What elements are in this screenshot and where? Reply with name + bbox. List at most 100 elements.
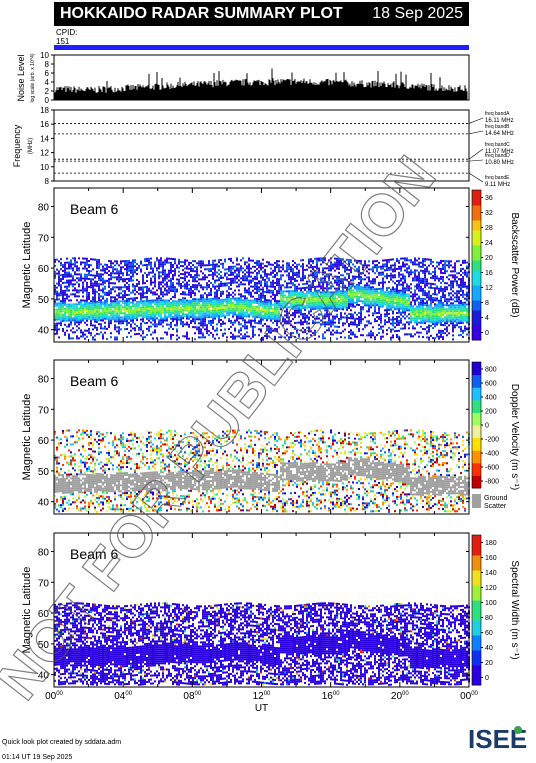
rti-cell bbox=[92, 306, 94, 309]
rti-cell bbox=[278, 260, 280, 263]
rti-cell bbox=[108, 290, 110, 293]
rti-cell bbox=[74, 321, 76, 324]
rti-cell bbox=[212, 267, 214, 270]
rti-cell bbox=[382, 325, 384, 328]
rti-cell bbox=[246, 299, 248, 302]
rti-cell bbox=[314, 321, 316, 324]
rti-cell bbox=[130, 315, 132, 318]
rti-cell bbox=[158, 295, 160, 298]
rti-cell bbox=[210, 313, 212, 316]
rti-cell bbox=[186, 283, 188, 286]
rti-cell bbox=[322, 307, 324, 310]
rti-cell bbox=[398, 315, 400, 318]
rti-cell bbox=[148, 303, 150, 306]
rti-cell bbox=[318, 283, 320, 286]
rti-cell bbox=[202, 298, 204, 301]
rti-cell bbox=[224, 322, 226, 325]
rti-cell bbox=[300, 297, 302, 300]
rti-cell bbox=[412, 271, 414, 274]
rti-cell bbox=[186, 303, 188, 306]
rti-cell bbox=[400, 267, 402, 270]
rti-cell bbox=[218, 315, 220, 318]
rti-cell bbox=[400, 257, 402, 260]
rti-cell bbox=[58, 310, 60, 313]
rti-cell bbox=[218, 265, 220, 268]
rti-cell bbox=[310, 290, 312, 293]
rti-cell bbox=[60, 316, 62, 319]
rti-cell bbox=[236, 267, 238, 270]
rti-cell bbox=[306, 302, 308, 305]
rti-cell bbox=[92, 300, 94, 303]
rti-cell bbox=[296, 309, 298, 312]
rti-cell bbox=[238, 273, 240, 276]
rti-cell bbox=[156, 305, 158, 308]
rti-cell bbox=[94, 290, 96, 293]
rti-cell bbox=[82, 333, 84, 336]
rti-cell bbox=[82, 309, 84, 312]
rti-cell bbox=[418, 275, 420, 278]
rti-cell bbox=[192, 264, 194, 267]
rti-cell bbox=[140, 324, 142, 327]
rti-cell bbox=[280, 304, 282, 307]
rti-cell bbox=[70, 283, 72, 286]
rti-cell bbox=[400, 311, 402, 314]
rti-cell bbox=[332, 267, 334, 270]
rti-cell bbox=[172, 258, 174, 261]
rti-cell bbox=[186, 313, 188, 316]
rti-cell bbox=[324, 301, 326, 304]
rti-cell bbox=[194, 316, 196, 319]
rti-cell bbox=[182, 313, 184, 316]
rti-cell bbox=[304, 282, 306, 285]
rti-cell bbox=[330, 263, 332, 266]
rti-cell bbox=[204, 302, 206, 305]
rti-cell bbox=[300, 293, 302, 296]
rti-cell bbox=[170, 323, 172, 326]
rti-cell bbox=[96, 260, 98, 263]
rti-cell bbox=[114, 310, 116, 313]
rti-cell bbox=[154, 279, 156, 282]
rti-cell bbox=[272, 297, 274, 300]
rti-cell bbox=[114, 290, 116, 293]
rti-cell bbox=[244, 301, 246, 304]
rti-cell bbox=[220, 270, 222, 273]
rti-cell bbox=[312, 274, 314, 277]
rti-cell bbox=[236, 303, 238, 306]
rti-cell bbox=[302, 313, 304, 316]
rti-cell bbox=[222, 292, 224, 295]
rti-cell bbox=[98, 295, 100, 298]
rti-cell bbox=[56, 304, 58, 307]
freq-band-name: freq bandD bbox=[485, 153, 510, 159]
rti-cell bbox=[192, 306, 194, 309]
rti-cell bbox=[408, 327, 410, 330]
rti-cell bbox=[296, 267, 298, 270]
rti-cell bbox=[200, 308, 202, 311]
rti-cell bbox=[130, 311, 132, 314]
rti-cell bbox=[290, 314, 292, 317]
rti-cell bbox=[168, 279, 170, 282]
rti-cell bbox=[402, 277, 404, 280]
rti-cell bbox=[426, 270, 428, 273]
rti-cell bbox=[176, 328, 178, 331]
rti-cell bbox=[230, 307, 232, 310]
rti-cell bbox=[360, 312, 362, 315]
rti-cell bbox=[90, 258, 92, 261]
rti-cell bbox=[290, 324, 292, 327]
rti-cell bbox=[264, 298, 266, 301]
rti-cell bbox=[138, 306, 140, 309]
rti-cell bbox=[202, 324, 204, 327]
rti-cell bbox=[306, 336, 308, 339]
rti-cell bbox=[128, 273, 130, 276]
rti-cell bbox=[182, 281, 184, 284]
rti-cell bbox=[394, 298, 396, 301]
rti-cell bbox=[142, 296, 144, 299]
rti-cell bbox=[96, 314, 98, 317]
rti-cell bbox=[238, 329, 240, 332]
rti-cell bbox=[420, 315, 422, 318]
rti-cell bbox=[416, 311, 418, 314]
rti-cell bbox=[140, 310, 142, 313]
rti-cell bbox=[332, 323, 334, 326]
rti-cell bbox=[258, 300, 260, 303]
rti-cell bbox=[362, 306, 364, 309]
rti-cell bbox=[122, 272, 124, 275]
rti-cell bbox=[386, 309, 388, 312]
